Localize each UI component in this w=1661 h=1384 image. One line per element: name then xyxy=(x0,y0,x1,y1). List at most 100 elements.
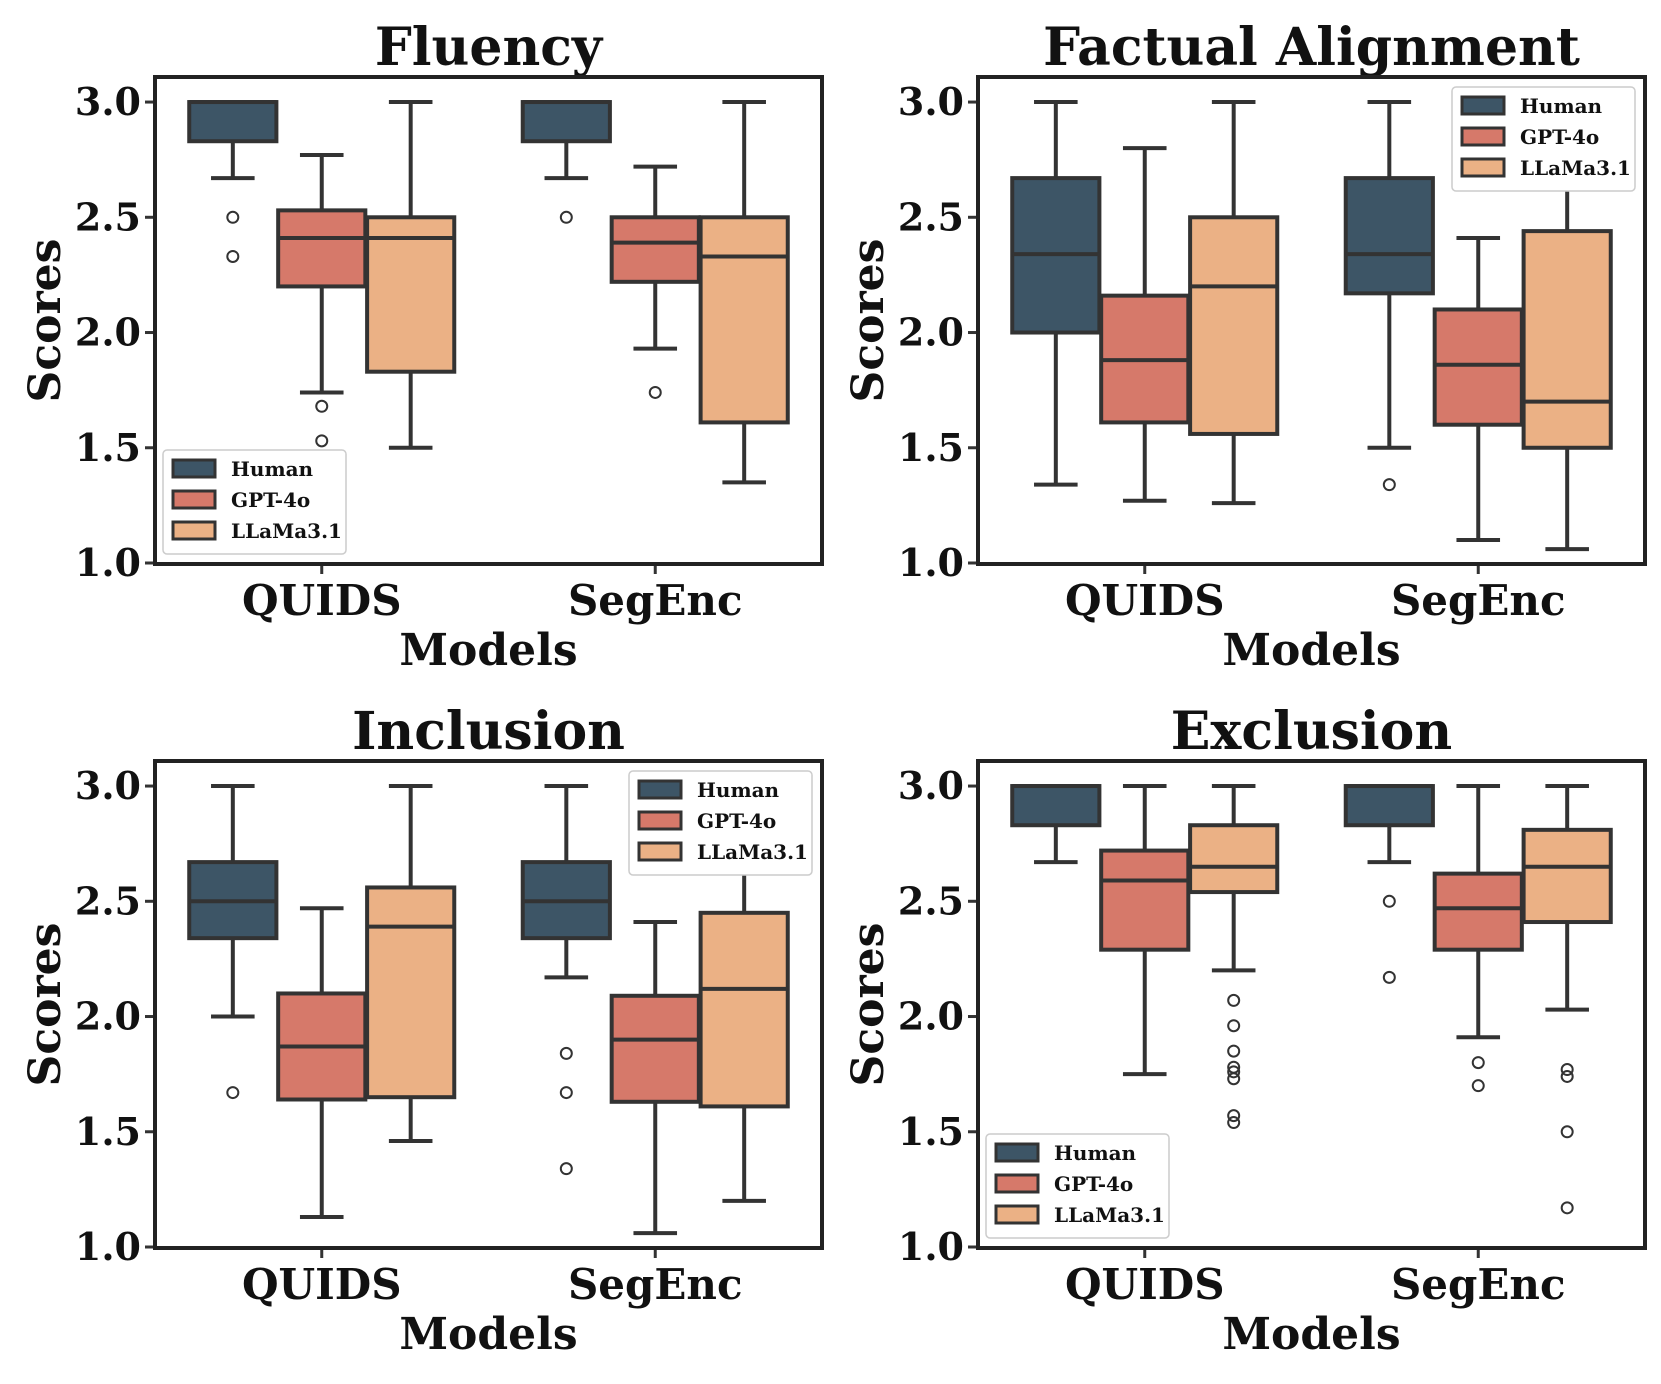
box-human-segenc xyxy=(1343,100,1435,492)
x-tick-label: QUIDS xyxy=(242,576,402,625)
legend-label: LLaMa3.1 xyxy=(231,519,342,543)
legend-label: LLaMa3.1 xyxy=(1520,156,1631,180)
outlier-point xyxy=(226,1086,240,1100)
y-axis-title: Scores xyxy=(20,923,71,1087)
y-tick-label: 1.5 xyxy=(898,1109,964,1154)
legend-swatch xyxy=(994,1142,1040,1163)
chart-title: Factual Alignment xyxy=(1043,17,1580,78)
legend-label: LLaMa3.1 xyxy=(697,840,808,864)
outlier-point xyxy=(1227,1116,1241,1130)
chart-title: Fluency xyxy=(375,17,604,78)
outlier-point xyxy=(1382,970,1396,984)
legend-label: GPT-4o xyxy=(1520,125,1599,149)
y-axis-title: Scores xyxy=(20,239,71,403)
box-llama3-1-quids xyxy=(365,784,457,1143)
box-body xyxy=(520,100,612,144)
box-body xyxy=(698,215,790,425)
chart-title: Inclusion xyxy=(352,701,625,762)
box-llama3-1-quids xyxy=(365,100,457,450)
x-axis-title: Models xyxy=(399,625,577,676)
box-body xyxy=(1188,823,1280,895)
outlier-point xyxy=(1560,1201,1574,1215)
outlier-point xyxy=(1471,1056,1485,1070)
legend-label: GPT-4o xyxy=(1054,1172,1133,1196)
plot-frame xyxy=(153,75,824,566)
outlier-point xyxy=(315,434,329,448)
box-gpt-4o-quids xyxy=(1099,146,1191,503)
x-tick-label: QUIDS xyxy=(1065,1260,1225,1309)
chart-1: Factual Alignment 1.0 1.5 2.0 2.5 3.0 Scores QU… xyxy=(843,17,1647,676)
y-tick-label: 2.5 xyxy=(75,878,141,923)
box-gpt-4o-segenc xyxy=(1432,784,1524,1093)
x-tick-label: SegEnc xyxy=(568,1260,743,1309)
y-tick-label: 2.0 xyxy=(898,310,964,355)
box-body xyxy=(1188,215,1280,436)
box-body xyxy=(1432,307,1524,427)
box-llama3-1-segenc xyxy=(698,100,790,485)
legend: Human GPT-4o LLaMa3.1 xyxy=(1451,86,1636,192)
legend: Human GPT-4o LLaMa3.1 xyxy=(162,449,347,555)
legend: Human GPT-4o LLaMa3.1 xyxy=(628,770,813,876)
outlier-point xyxy=(1227,1072,1241,1086)
x-axis-title: Models xyxy=(399,1309,577,1360)
outlier-point xyxy=(1560,1125,1574,1139)
legend-label: LLaMa3.1 xyxy=(1054,1203,1165,1227)
box-body xyxy=(365,215,457,374)
box-llama3-1-quids xyxy=(1188,100,1280,506)
legend-swatch xyxy=(1460,126,1506,147)
y-tick-label: 1.5 xyxy=(75,425,141,470)
box-body xyxy=(1099,848,1191,952)
box-gpt-4o-segenc xyxy=(1432,236,1524,542)
box-gpt-4o-segenc xyxy=(609,920,701,1236)
box-gpt-4o-segenc xyxy=(609,164,701,399)
outlier-point xyxy=(1227,1044,1241,1058)
legend-label: GPT-4o xyxy=(697,809,776,833)
outlier-point xyxy=(1227,1019,1241,1033)
box-body xyxy=(609,215,701,284)
legend-swatch xyxy=(1460,157,1506,178)
box-human-quids xyxy=(1010,100,1102,487)
y-tick-label: 2.0 xyxy=(75,310,141,355)
outlier-point xyxy=(1382,478,1396,492)
outlier-point xyxy=(559,1046,573,1060)
x-axis-title: Models xyxy=(1222,1309,1400,1360)
y-axis-title: Scores xyxy=(843,923,894,1087)
box-body xyxy=(1521,229,1613,450)
x-axis-title: Models xyxy=(1222,625,1400,676)
outlier-point xyxy=(1382,894,1396,908)
y-tick-label: 1.0 xyxy=(75,1224,141,1269)
y-axis-title: Scores xyxy=(843,239,894,403)
box-body xyxy=(609,993,701,1104)
outlier-point xyxy=(315,399,329,413)
legend-swatch xyxy=(171,458,217,479)
legend-swatch xyxy=(171,520,217,541)
legend-label: Human xyxy=(1520,94,1603,118)
outlier-point xyxy=(226,249,240,263)
box-human-quids xyxy=(187,100,279,263)
box-body xyxy=(1521,827,1613,925)
x-tick-label: QUIDS xyxy=(242,1260,402,1309)
plot-frame xyxy=(153,759,824,1250)
box-gpt-4o-quids xyxy=(276,906,368,1220)
y-tick-label: 2.0 xyxy=(75,994,141,1039)
outlier-point xyxy=(559,1086,573,1100)
y-tick-label: 1.0 xyxy=(75,540,141,585)
box-gpt-4o-quids xyxy=(276,153,368,448)
box-llama3-1-segenc xyxy=(1521,100,1613,552)
x-tick-label: SegEnc xyxy=(1391,576,1566,625)
box-body xyxy=(698,910,790,1109)
outlier-point xyxy=(559,210,573,224)
y-tick-label: 2.5 xyxy=(898,194,964,239)
legend-label: Human xyxy=(697,778,780,802)
legend-swatch xyxy=(994,1173,1040,1194)
outlier-point xyxy=(1560,1063,1574,1077)
box-llama3-1-quids xyxy=(1188,784,1280,1130)
outlier-point xyxy=(559,1162,573,1176)
legend-label: Human xyxy=(231,457,314,481)
legend-swatch xyxy=(994,1204,1040,1225)
box-human-segenc xyxy=(1343,784,1435,984)
outlier-point xyxy=(1227,993,1241,1007)
x-tick-label: QUIDS xyxy=(1065,576,1225,625)
y-tick-label: 1.0 xyxy=(898,540,964,585)
